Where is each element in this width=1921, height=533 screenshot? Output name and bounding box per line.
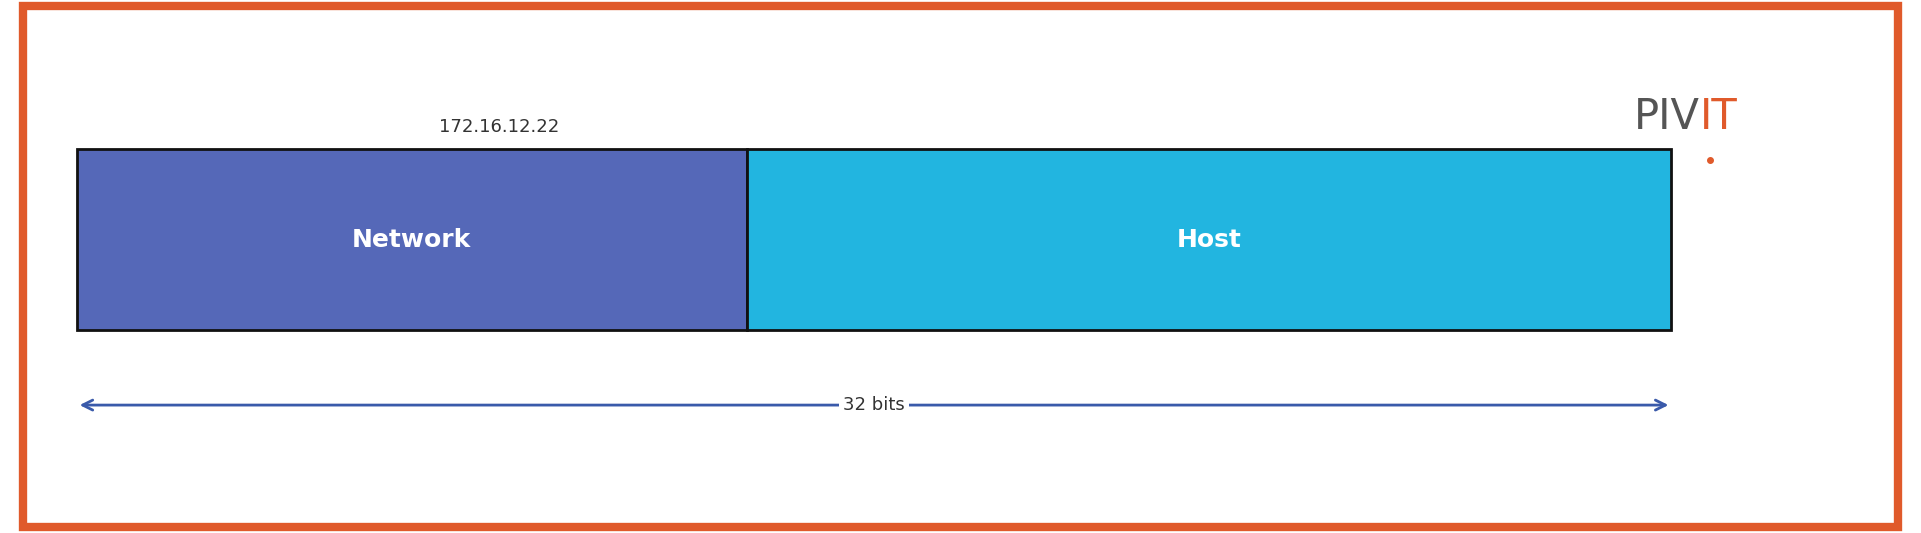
Text: 32 bits: 32 bits [843,396,905,414]
Text: IT: IT [1700,96,1739,138]
Text: PIV: PIV [1635,96,1700,138]
Bar [747,149,1671,330]
Text: 172.16.12.22: 172.16.12.22 [440,118,559,136]
Bar [77,149,747,330]
Text: Host: Host [1176,228,1241,252]
Text: Network: Network [352,228,471,252]
